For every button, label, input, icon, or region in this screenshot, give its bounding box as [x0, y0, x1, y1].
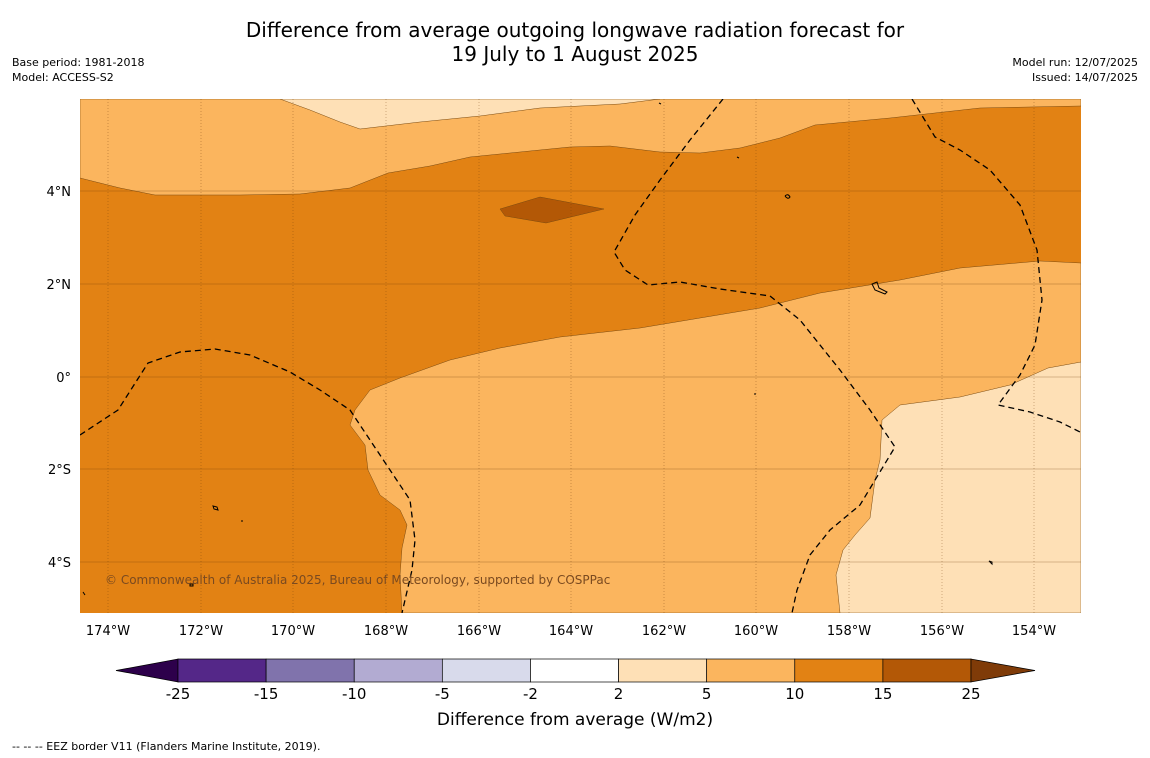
colorbar-tick-label: 10 — [785, 685, 804, 703]
lat-label: 0° — [56, 371, 71, 386]
colorbar-segment — [882, 658, 972, 683]
lon-label: 160°W — [734, 624, 778, 639]
colorbar-segment — [618, 658, 708, 683]
colorbar-segment — [353, 658, 443, 683]
lon-label: 166°W — [457, 624, 501, 639]
lat-label: 2°N — [47, 278, 72, 293]
island-icon — [189, 583, 194, 587]
lat-label: 4°N — [47, 185, 72, 200]
colorbar-segment — [794, 658, 884, 683]
colorbar-tick-label: 2 — [614, 685, 624, 703]
map-area — [80, 99, 1081, 613]
longitude-labels: 174°W 172°W 170°W 168°W 166°W 164°W 162°W 160°W… — [86, 624, 1056, 639]
lat-label: 4°S — [48, 556, 71, 571]
lon-label: 172°W — [179, 624, 223, 639]
lon-label: 162°W — [642, 624, 686, 639]
base-period: Base period: 1981-2018 — [12, 56, 145, 69]
colorbar — [115, 658, 1036, 683]
island-icon — [82, 591, 86, 596]
lon-label: 164°W — [549, 624, 593, 639]
colorbar-segment — [441, 658, 531, 683]
eez-border-east — [911, 99, 1081, 433]
colorbar-tick-label: -15 — [254, 685, 279, 703]
meta-right: Model run: 12/07/2025 Issued: 14/07/2025 — [1012, 55, 1138, 85]
colorbar-segment — [265, 658, 355, 683]
island-icon — [988, 560, 993, 566]
model-name: Model: ACCESS-S2 — [12, 71, 114, 84]
colorbar-tick-label: 25 — [961, 685, 980, 703]
eez-borders — [80, 99, 1081, 613]
colorbar-tick-labels: -25 -15 -10 -5 -2 2 5 10 15 25 — [166, 685, 981, 703]
title-line-2: 19 July to 1 August 2025 — [451, 42, 699, 66]
lon-label: 154°W — [1012, 624, 1056, 639]
graticule — [80, 99, 1081, 613]
ola-band-2-5-north — [279, 99, 661, 130]
colorbar-tick-label: -25 — [166, 685, 191, 703]
lon-label: 168°W — [364, 624, 408, 639]
colorbar-tick-label: -5 — [435, 685, 450, 703]
lat-label: 2°S — [48, 463, 71, 478]
colorbar-tick-label: -2 — [523, 685, 538, 703]
eez-footnote: -- -- -- EEZ border V11 (Flanders Marine… — [12, 740, 321, 753]
ola-band-5-10-north — [80, 99, 1081, 196]
colorbar-tick-label: 15 — [873, 685, 892, 703]
ola-band-2-5-south — [835, 361, 1081, 613]
lon-label: 158°W — [827, 624, 871, 639]
island-icon — [784, 194, 791, 199]
colorbar-extend-high — [970, 658, 1036, 683]
colorbar-title: Difference from average (W/m2) — [436, 710, 714, 730]
lon-label: 156°W — [920, 624, 964, 639]
colorbar-tick-label: -10 — [342, 685, 367, 703]
coastlines — [82, 102, 993, 596]
colorbar-segment — [177, 658, 267, 683]
issued-date: Issued: 14/07/2025 — [1031, 71, 1138, 84]
ola-band-15-25-blob — [499, 196, 605, 224]
lon-label: 170°W — [271, 624, 315, 639]
colorbar-segment — [530, 658, 619, 683]
colorbar-tick-label: 5 — [702, 685, 712, 703]
island-icon — [212, 505, 219, 511]
copyright-text: © Commonwealth of Australia 2025, Bureau… — [105, 573, 610, 587]
island-icon — [658, 102, 662, 105]
eez-border-central — [613, 99, 896, 613]
chart-title: Difference from average outgoing longwav… — [0, 18, 1150, 66]
eez-border-west — [80, 348, 416, 613]
latitude-labels: 4°N 2°N 0° 2°S 4°S — [47, 185, 72, 571]
colorbar-extend-low — [115, 658, 179, 683]
model-run: Model run: 12/07/2025 — [1012, 56, 1138, 69]
colorbar-segment — [706, 658, 796, 683]
meta-left: Base period: 1981-2018 Model: ACCESS-S2 — [12, 55, 144, 85]
title-line-1: Difference from average outgoing longwav… — [245, 18, 905, 42]
island-icon — [871, 281, 888, 295]
island-icon — [736, 156, 740, 159]
lon-label: 174°W — [86, 624, 130, 639]
